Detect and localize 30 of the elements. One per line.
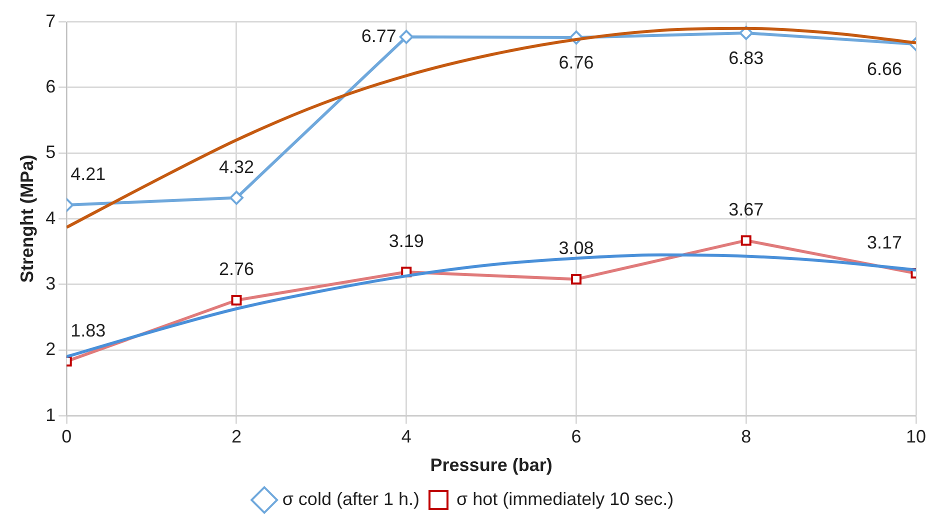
- x-tick-label: 10: [906, 426, 926, 447]
- data-label: 3.67: [728, 199, 764, 220]
- data-label: 4.21: [70, 164, 106, 184]
- data-label: 6.66: [866, 59, 902, 80]
- legend-label: σ cold (after 1 h.): [282, 488, 420, 509]
- x-tick-label: 2: [231, 426, 242, 447]
- data-label: 6.77: [361, 26, 396, 46]
- y-tick-label: 6: [46, 76, 56, 96]
- y-tick-label: 4: [46, 208, 56, 228]
- data-label: 6.76: [558, 52, 594, 73]
- data-label: 1.83: [70, 320, 106, 340]
- x-axis-title: Pressure (bar): [430, 455, 552, 476]
- y-tick-label: 7: [46, 10, 56, 31]
- data-label: 4.32: [218, 156, 254, 177]
- legend-label: σ hot (immediately 10 sec.): [456, 488, 674, 509]
- x-tick-label: 6: [571, 426, 582, 447]
- data-label: 2.76: [218, 259, 254, 280]
- y-tick-label: 5: [46, 142, 56, 162]
- x-tick-label: 4: [401, 426, 412, 447]
- data-label: 3.17: [866, 232, 902, 252]
- y-tick-label: 1: [46, 404, 56, 425]
- y-tick-label: 2: [46, 339, 56, 360]
- data-label: 6.83: [728, 48, 764, 68]
- y-axis-title: Strenght (MPa): [16, 154, 37, 283]
- y-tick-label: 3: [46, 273, 56, 294]
- point: [399, 30, 414, 44]
- data-label: 3.08: [558, 238, 594, 258]
- data-label: 3.19: [388, 230, 424, 251]
- x-tick-label: 0: [62, 426, 72, 447]
- x-tick-label: 8: [741, 426, 752, 447]
